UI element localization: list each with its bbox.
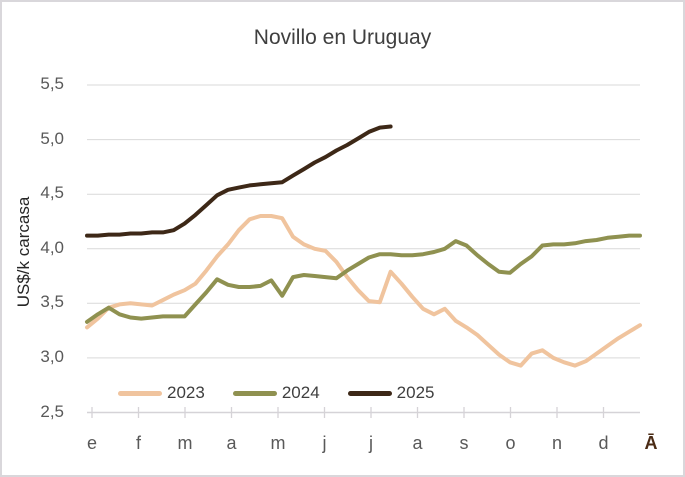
x-tick-label-mar: m (177, 433, 193, 453)
y-tick-label: 5,5 (40, 74, 64, 93)
series-line-2025 (85, 124, 393, 238)
legend-item-2024: 2024 (232, 383, 320, 403)
y-tick-label: 2,5 (40, 401, 64, 421)
y-tick-label: 3,0 (40, 347, 64, 366)
series-line-2023 (85, 214, 642, 368)
y-tick-label: 5,0 (40, 128, 64, 148)
x-tick-label-jul: j (369, 433, 373, 453)
x-tick-label-apr: a (226, 433, 237, 453)
x-tick-label-may: m (270, 433, 286, 453)
x-tick-label-extra: Ā (644, 433, 658, 453)
legend-item-2023: 2023 (118, 383, 205, 403)
x-tick-label-jan: e (86, 433, 97, 453)
legend-label-2025: 2025 (396, 383, 435, 402)
legend-label-2023: 2023 (167, 383, 205, 402)
x-tick-label-sep: s (459, 433, 469, 453)
x-tick-label-dec: d (598, 433, 609, 453)
legend-swatch-2024 (232, 390, 277, 396)
y-tick-label: 3,5 (40, 292, 64, 311)
x-tick-label-jun: j (322, 433, 327, 453)
legend-swatch-2023 (118, 390, 162, 396)
series-line-2024 (85, 233, 642, 324)
y-tick-label: 4,5 (40, 183, 64, 202)
legend-item-2025: 2025 (347, 383, 435, 403)
chart-title: Novillo en Uruguay (253, 26, 432, 49)
y-tick-label: 4,0 (40, 237, 64, 257)
x-tick-label-nov: n (551, 433, 562, 453)
legend-label-2024: 2024 (281, 383, 320, 402)
legend: 2023 2024 2025 (118, 383, 434, 403)
x-tick-label-feb: f (135, 433, 141, 453)
legend-swatch-2025 (347, 390, 392, 396)
x-tick-label-oct: o (505, 433, 516, 453)
x-tick-label-aug: a (412, 433, 423, 453)
